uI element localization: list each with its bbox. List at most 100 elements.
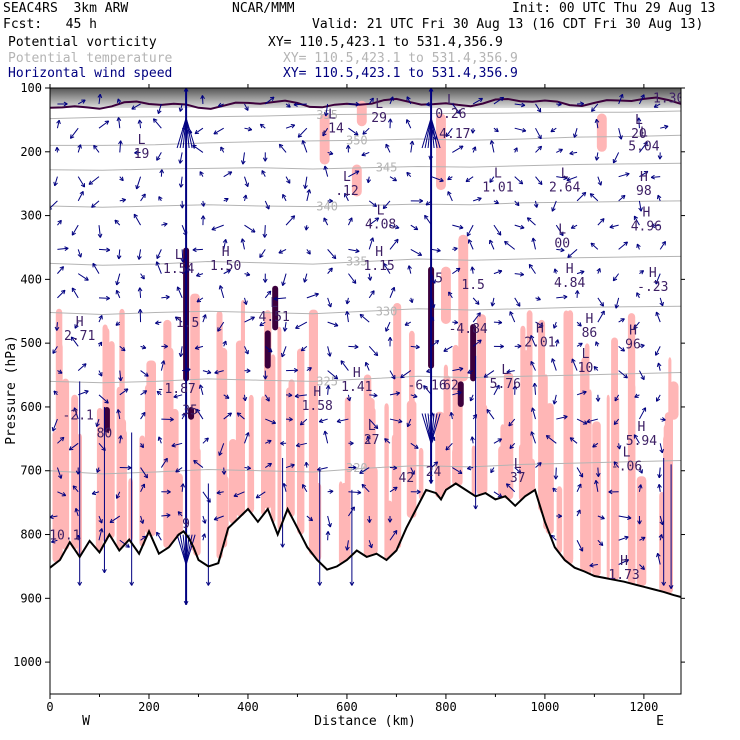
wind-vector [264,394,270,402]
wind-vector [56,120,60,129]
wind-vector-head [60,220,62,225]
wind-vector-head [95,422,98,427]
wind-vector [597,515,605,520]
pv-extremum-marker: H [649,266,657,281]
wind-vector [98,225,101,238]
wind-vector [98,120,110,129]
wind-vector-head [415,344,420,348]
wind-vector [369,394,378,397]
wind-vector-head [355,250,360,254]
wind-vector-head [59,436,64,439]
wind-vector [93,145,100,153]
wind-vector-head [273,296,278,300]
wind-vector-head [121,349,126,352]
pv-shade-column [270,354,276,523]
wind-vector-head [656,311,660,316]
x-tick-label: 200 [138,700,160,714]
wind-vector-head [642,565,645,570]
wind-vector-head [598,472,601,477]
wind-vector [264,290,272,299]
pv-extremum-marker: L [377,203,385,218]
wind-vector [244,432,249,444]
wind-vector-head [373,392,378,397]
wind-vector [140,390,147,396]
wind-vector [445,442,453,451]
wind-vector [218,443,225,456]
wind-vector-head [169,417,174,420]
wind-vector-head [106,399,109,404]
wind-vector [139,119,142,129]
pv-shade-column [545,403,554,535]
wind-vector [431,176,444,182]
wind-vector-head [127,467,132,471]
wind-vector-head [589,193,592,198]
wind-vector-head [499,344,504,347]
wind-vector-head [156,531,161,535]
wind-vector-head [200,202,205,207]
pv-extremum-value: 4.51 [259,310,290,325]
wind-vector-head [382,204,385,209]
wind-vector [389,370,396,380]
wind-vector-head [127,465,132,469]
wind-vector-head [551,207,553,212]
wind-vector-head [459,224,464,229]
wind-vector-head [158,110,162,115]
wind-vector-head [655,352,660,356]
wind-vector [655,273,661,285]
pv-shade-column [52,430,61,563]
wind-vector [389,530,398,541]
wind-vector-head [584,420,588,425]
wind-vector [407,418,412,427]
wind-vector-head [374,217,379,220]
wind-vector-head [498,270,503,275]
wind-vector [638,407,646,420]
wind-vector-head [96,468,98,473]
wind-vector-head [409,140,413,145]
wind-vector [281,346,287,358]
wind-vector-head [62,266,65,271]
wind-vector [553,394,557,405]
wind-vector [658,467,661,478]
wind-vector [571,224,578,229]
wind-vector [133,213,142,226]
wind-vector [236,412,245,420]
wind-vector-head [499,493,503,498]
wind-vector [614,394,620,402]
wind-vector-head [434,279,437,284]
wind-vector [92,491,100,495]
wind-vector-head [121,198,126,201]
wind-vector-head [586,421,591,424]
wind-vector-head [531,431,535,435]
wind-vector-head [340,360,345,363]
wind-vector [54,176,58,186]
y-tick-label: 700 [20,464,42,478]
wind-vector-head [591,109,596,112]
wind-vector-head [241,238,246,243]
wind-vector-head [534,382,538,387]
pv-extremum-marker: L [447,93,455,108]
wind-vector [591,103,599,112]
pv-shade-column [108,341,115,539]
wind-vector [223,269,231,275]
tropopause-pv-contour [50,96,681,110]
wind-vector-head [133,213,138,217]
wind-vector-head [193,460,196,465]
pv-extremum-value: 80 [97,427,113,442]
wind-vector [179,103,183,112]
wind-vector-head [555,475,559,480]
wind-vector [514,103,526,106]
wind-vector [296,442,307,447]
wind-vector-head [411,298,414,303]
wind-vector [140,193,146,202]
wind-vector [77,249,82,258]
wind-vector-head [467,233,471,237]
wind-vector-head [520,227,525,230]
wind-vector-head [264,233,268,238]
wind-vector-head [625,536,629,541]
wind-vector-head [432,316,435,321]
wind-vector-head [459,469,463,474]
wind-vector-head [436,340,440,345]
pv-shade-column [102,324,108,543]
wind-vector-head [513,147,518,151]
wind-vector-head [564,416,568,420]
